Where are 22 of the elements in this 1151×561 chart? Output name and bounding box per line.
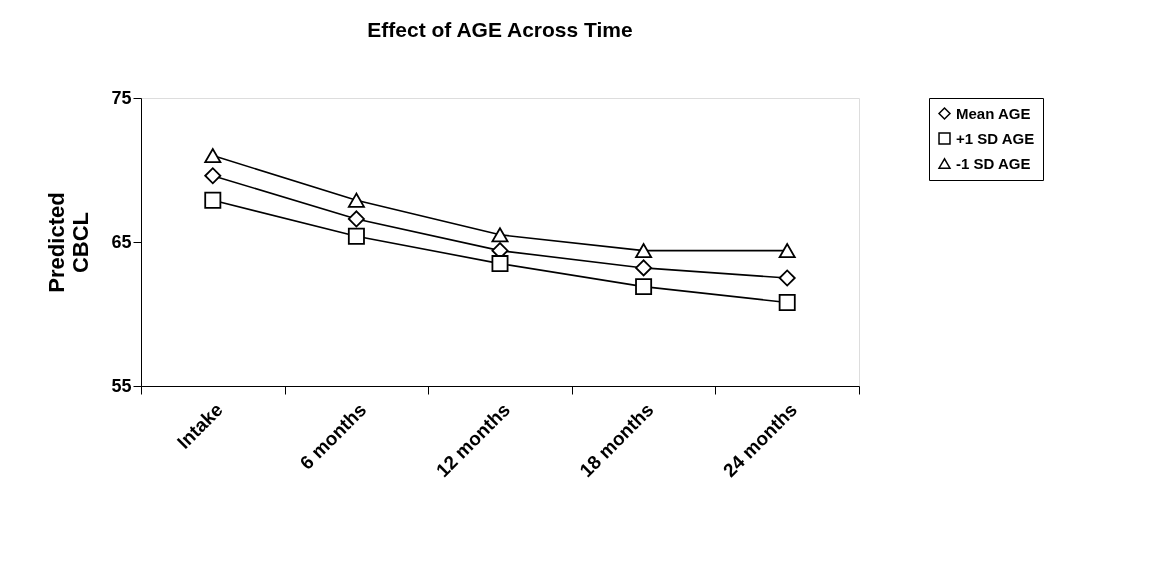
point [491,227,509,243]
y-tick-label: 55 [111,375,132,396]
point [347,192,365,208]
chart-title: Effect of AGE Across Time [367,18,633,41]
point [635,259,653,277]
point [347,227,365,245]
point [635,278,653,296]
point [635,243,653,259]
point [204,167,222,185]
point [204,148,222,164]
legend-label: -1 SD AGE [956,154,1031,172]
point [778,294,796,311]
point [778,243,796,259]
y-tick-label: 75 [111,87,132,108]
point [204,191,222,209]
point [347,210,365,228]
legend-label: Mean AGE [956,104,1031,122]
legend-label: +1 SD AGE [956,129,1035,147]
y-axis-title: Predicted CBCL [44,192,94,293]
y-tick-label: 65 [111,231,132,252]
point [491,255,509,273]
point [778,269,796,287]
